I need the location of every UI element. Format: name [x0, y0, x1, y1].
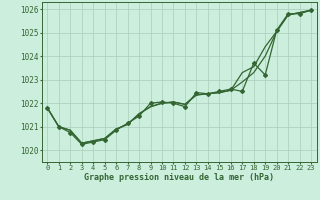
- X-axis label: Graphe pression niveau de la mer (hPa): Graphe pression niveau de la mer (hPa): [84, 173, 274, 182]
